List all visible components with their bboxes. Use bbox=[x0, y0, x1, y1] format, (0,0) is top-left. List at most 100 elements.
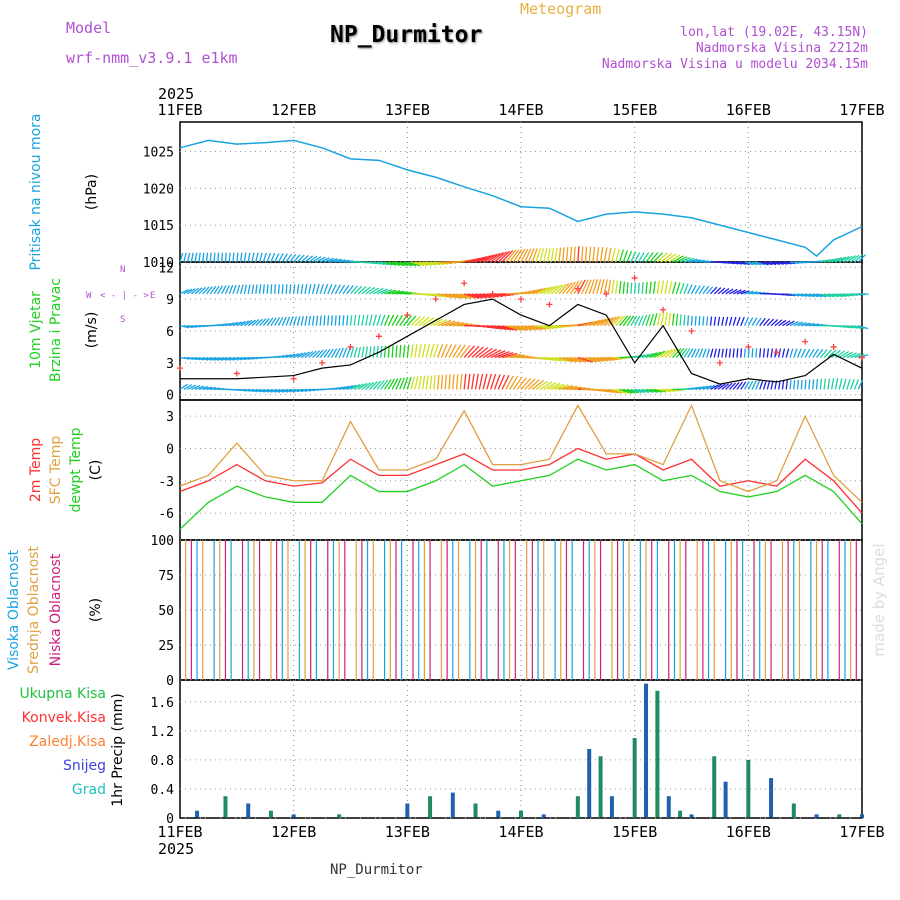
wind-barb bbox=[274, 317, 281, 327]
wind-barb bbox=[652, 313, 658, 326]
wind-barb bbox=[717, 316, 721, 326]
wind-barb bbox=[789, 380, 792, 390]
wind-barb bbox=[346, 347, 351, 358]
wind-gust-marker bbox=[319, 359, 326, 366]
coords-text: lon,lat (19.02E, 43.15N) bbox=[680, 25, 868, 40]
wind-barb bbox=[407, 261, 420, 267]
wind-barb bbox=[660, 348, 673, 359]
wind-barb bbox=[539, 248, 545, 263]
precip-bar bbox=[268, 810, 273, 818]
wind-barb bbox=[831, 349, 841, 359]
wind-barb bbox=[554, 356, 569, 362]
wind-barb bbox=[384, 261, 397, 266]
wind-barb bbox=[800, 379, 803, 390]
y-tick-temp: -6 bbox=[158, 507, 174, 522]
wind-barb bbox=[683, 257, 695, 263]
wind-barb bbox=[353, 383, 364, 390]
wind-barb bbox=[607, 247, 612, 263]
pressure-panel-label: Pritisak na nivou mora bbox=[28, 113, 44, 270]
wind-barb bbox=[657, 349, 669, 359]
wind-barb bbox=[240, 320, 250, 327]
wind-barb bbox=[191, 356, 201, 361]
wind-barb bbox=[709, 316, 713, 326]
wind-gust-marker bbox=[290, 375, 297, 382]
wind-barb bbox=[281, 253, 288, 263]
wind-barb bbox=[854, 325, 865, 330]
wind-barb bbox=[330, 348, 338, 358]
wind-barb bbox=[820, 293, 831, 298]
wind-barb bbox=[232, 356, 243, 361]
wind-barb bbox=[566, 386, 582, 391]
wind-barb bbox=[221, 285, 227, 295]
wind-barb bbox=[410, 376, 416, 390]
wind-barb bbox=[668, 312, 672, 326]
wind-barb bbox=[262, 317, 270, 327]
wind-barb bbox=[482, 373, 488, 390]
wind-barb bbox=[645, 314, 651, 326]
wind-barb bbox=[395, 345, 398, 358]
wind-gust-marker bbox=[745, 343, 752, 350]
wind-barb bbox=[615, 280, 618, 294]
wind-barb bbox=[706, 384, 716, 390]
wind-barb bbox=[558, 247, 562, 263]
wind-barb bbox=[653, 350, 666, 359]
precip-unit-label: 1hr Precip (mm) bbox=[110, 693, 126, 806]
y-tick-temp: 3 bbox=[166, 410, 174, 425]
wind-barb bbox=[645, 281, 648, 294]
wind-barb bbox=[289, 254, 297, 263]
wind-barb bbox=[645, 352, 658, 359]
wind-barb bbox=[524, 378, 536, 390]
wind-barb bbox=[672, 347, 682, 358]
precip-bar bbox=[598, 756, 603, 818]
wind-barb bbox=[641, 314, 648, 326]
compass-e: E bbox=[150, 291, 155, 301]
wind-barb bbox=[198, 385, 209, 391]
wind-barb bbox=[785, 380, 788, 390]
wind-barb bbox=[425, 375, 429, 390]
wind-barb bbox=[786, 261, 796, 265]
precip-bar bbox=[723, 781, 728, 818]
wind-barb bbox=[383, 345, 387, 358]
wind-barb bbox=[357, 346, 362, 358]
wind-gust-marker bbox=[660, 306, 667, 313]
wind-barb bbox=[755, 261, 765, 266]
wind-barb bbox=[418, 376, 422, 390]
compass-n: N bbox=[120, 265, 125, 275]
wind-barb bbox=[297, 352, 307, 359]
y-tick-wind: 12 bbox=[158, 261, 174, 276]
x-tick-bottom-11FEB: 11FEB bbox=[157, 823, 202, 841]
wind-barb bbox=[592, 356, 608, 362]
wind-barb bbox=[835, 256, 847, 263]
wind-barb bbox=[365, 381, 375, 390]
wind-barb bbox=[736, 381, 743, 390]
wind-barb bbox=[736, 289, 746, 295]
wind-barb bbox=[479, 254, 494, 263]
wind-barb bbox=[634, 283, 637, 294]
wind-barb bbox=[679, 314, 682, 326]
wind-barb bbox=[550, 248, 555, 263]
wind-barb bbox=[793, 348, 798, 358]
wind-barb bbox=[603, 279, 608, 294]
wind-barb bbox=[789, 348, 794, 358]
wind-barb bbox=[255, 252, 259, 263]
wind-barb bbox=[854, 353, 865, 359]
wind-barb bbox=[266, 252, 272, 263]
wind-barb bbox=[842, 293, 855, 297]
wind-barb bbox=[296, 254, 305, 263]
wind-barb bbox=[244, 319, 253, 327]
wind-barb bbox=[459, 373, 463, 390]
wind-barb bbox=[577, 356, 594, 363]
x-tick-top-17FEB: 17FEB bbox=[839, 101, 884, 119]
wind-barb bbox=[819, 349, 828, 358]
wind-barb bbox=[532, 287, 546, 295]
wind-barb bbox=[350, 384, 361, 390]
wind-barb bbox=[607, 279, 612, 294]
wind-barb bbox=[573, 356, 589, 363]
wind-barb bbox=[596, 246, 600, 263]
x-tick-top-13FEB: 13FEB bbox=[385, 101, 430, 119]
wind-barb bbox=[244, 388, 254, 393]
wind-barb bbox=[539, 325, 554, 330]
wind-barb bbox=[554, 283, 566, 295]
wind-barb bbox=[801, 293, 811, 298]
wind-barb bbox=[380, 345, 383, 358]
